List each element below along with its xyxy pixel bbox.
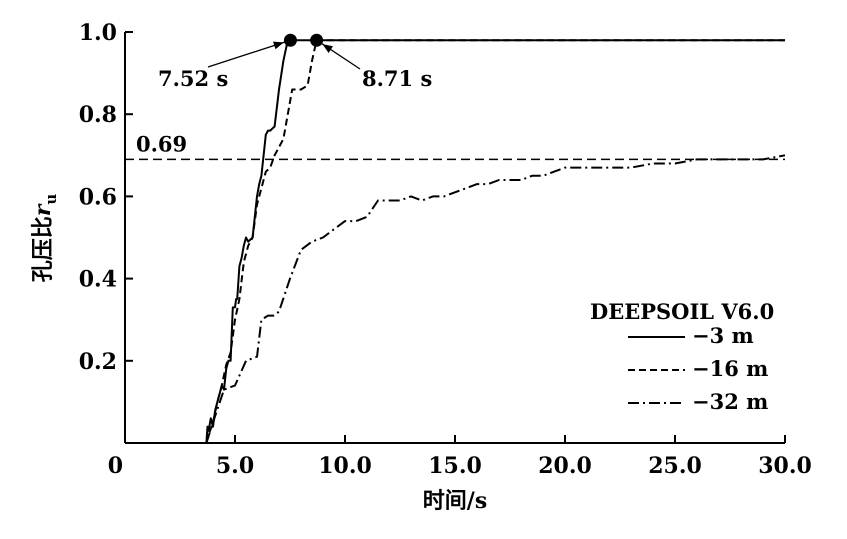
y-axis-ticks: 0.2 0.4 0.6 0.8 1.0 — [79, 20, 133, 375]
legend-label-minus-32m: −32 m — [692, 389, 768, 414]
x-axis-ticks: 0 5.0 10.0 15.0 20.0 25.0 30.0 — [108, 435, 812, 479]
y-tick-label: 0.6 — [79, 184, 117, 210]
y-tick-label: 0.4 — [79, 267, 117, 293]
y-tick-label: 0.2 — [79, 349, 117, 375]
series-group — [205, 39, 786, 444]
x-tick-label: 20.0 — [538, 453, 592, 479]
x-axis-title: 时间/s — [423, 488, 487, 514]
markers-group: 7.52 s 8.71 s — [158, 33, 432, 91]
x-tick-label: 25.0 — [648, 453, 702, 479]
x-tick-label: 30.0 — [758, 453, 812, 479]
legend-label-minus-16m: −16 m — [692, 356, 768, 381]
x-tick-label: 5.0 — [216, 453, 254, 479]
y-axis-title-symbol: r — [30, 203, 56, 216]
x-tick-label: 15.0 — [428, 453, 482, 479]
legend-title: DEEPSOIL V6.0 — [590, 299, 774, 324]
y-tick-label: 0.8 — [79, 102, 117, 128]
series-line-minus-3m — [205, 39, 785, 444]
x-tick-label: 10.0 — [318, 453, 372, 479]
x-tick-label: 0 — [108, 453, 123, 479]
marker-label: 7.52 s — [158, 66, 228, 91]
series-line-minus-32m — [205, 154, 786, 444]
reference-line-label: 0.69 — [136, 131, 187, 156]
y-axis-title: 孔压比ru — [30, 194, 60, 283]
reference-line-group: 0.69 — [125, 131, 785, 161]
annotation-arrowhead — [273, 41, 284, 50]
annotation-arrowhead — [322, 44, 333, 53]
legend: DEEPSOIL V6.0 −3 m −16 m −32 m — [590, 299, 774, 414]
legend-label-minus-3m: −3 m — [692, 323, 754, 348]
y-axis-title-subscript: u — [42, 194, 60, 205]
series-line-minus-16m — [205, 39, 785, 444]
marker-label: 8.71 s — [362, 66, 432, 91]
y-axis-title-main: 孔压比 — [30, 216, 56, 282]
y-tick-label: 1.0 — [79, 20, 117, 46]
